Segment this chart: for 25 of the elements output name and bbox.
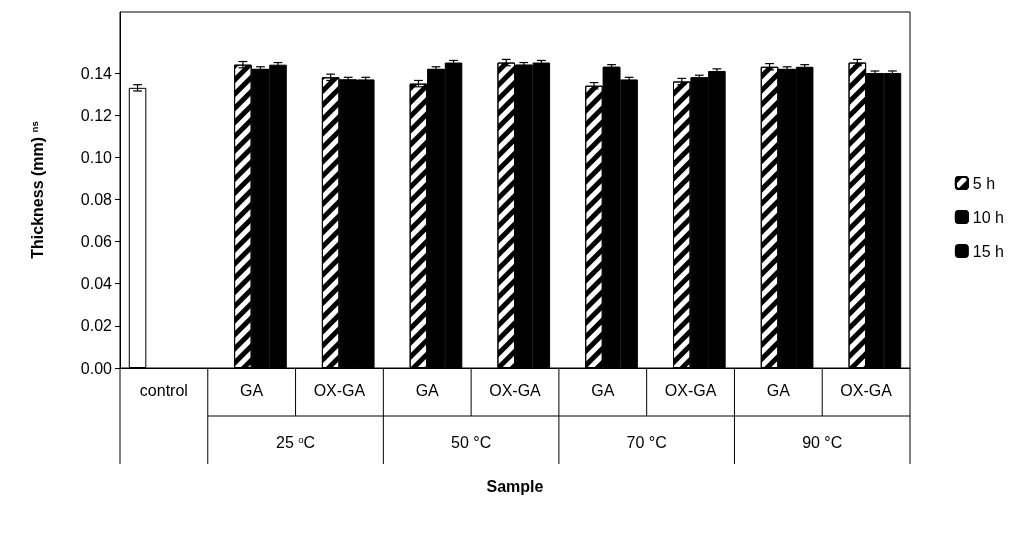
text: 50 °C [451, 433, 492, 451]
x-tick-label: GA [415, 381, 440, 399]
x-tick-label: control [139, 381, 188, 399]
y-tick-label: 0.02 [80, 317, 113, 335]
legend-label: 10 h [972, 208, 1004, 226]
y-axis-title: Thickness (mm) ns [28, 121, 46, 259]
x-axis-title: Sample [486, 477, 544, 495]
legend-label: 5 h [972, 174, 996, 192]
x-tick-label: OX-GA [313, 381, 366, 399]
y-tick-label: 0.00 [80, 359, 113, 377]
x-tick-label: GA [591, 381, 615, 399]
x-tick-label: OX-GA [489, 381, 542, 399]
y-tick-label: 0.08 [80, 190, 113, 208]
y-tick-label: 0.14 [80, 64, 113, 82]
y-tick-label: 0.12 [80, 106, 113, 124]
y-tick-label: 0.06 [80, 233, 113, 251]
x-tick-label: OX-GA [840, 381, 893, 399]
x-tick-label: OX-GA [664, 381, 717, 399]
x-tick-label: GA [766, 381, 791, 399]
y-tick-label: 0.04 [80, 275, 113, 293]
text: 70 °C [626, 433, 667, 451]
y-tick-label: 0.10 [80, 148, 113, 166]
text: 90 °C [802, 433, 843, 451]
legend-label: 15 h [972, 242, 1004, 260]
x-tick-label: GA [240, 381, 264, 399]
